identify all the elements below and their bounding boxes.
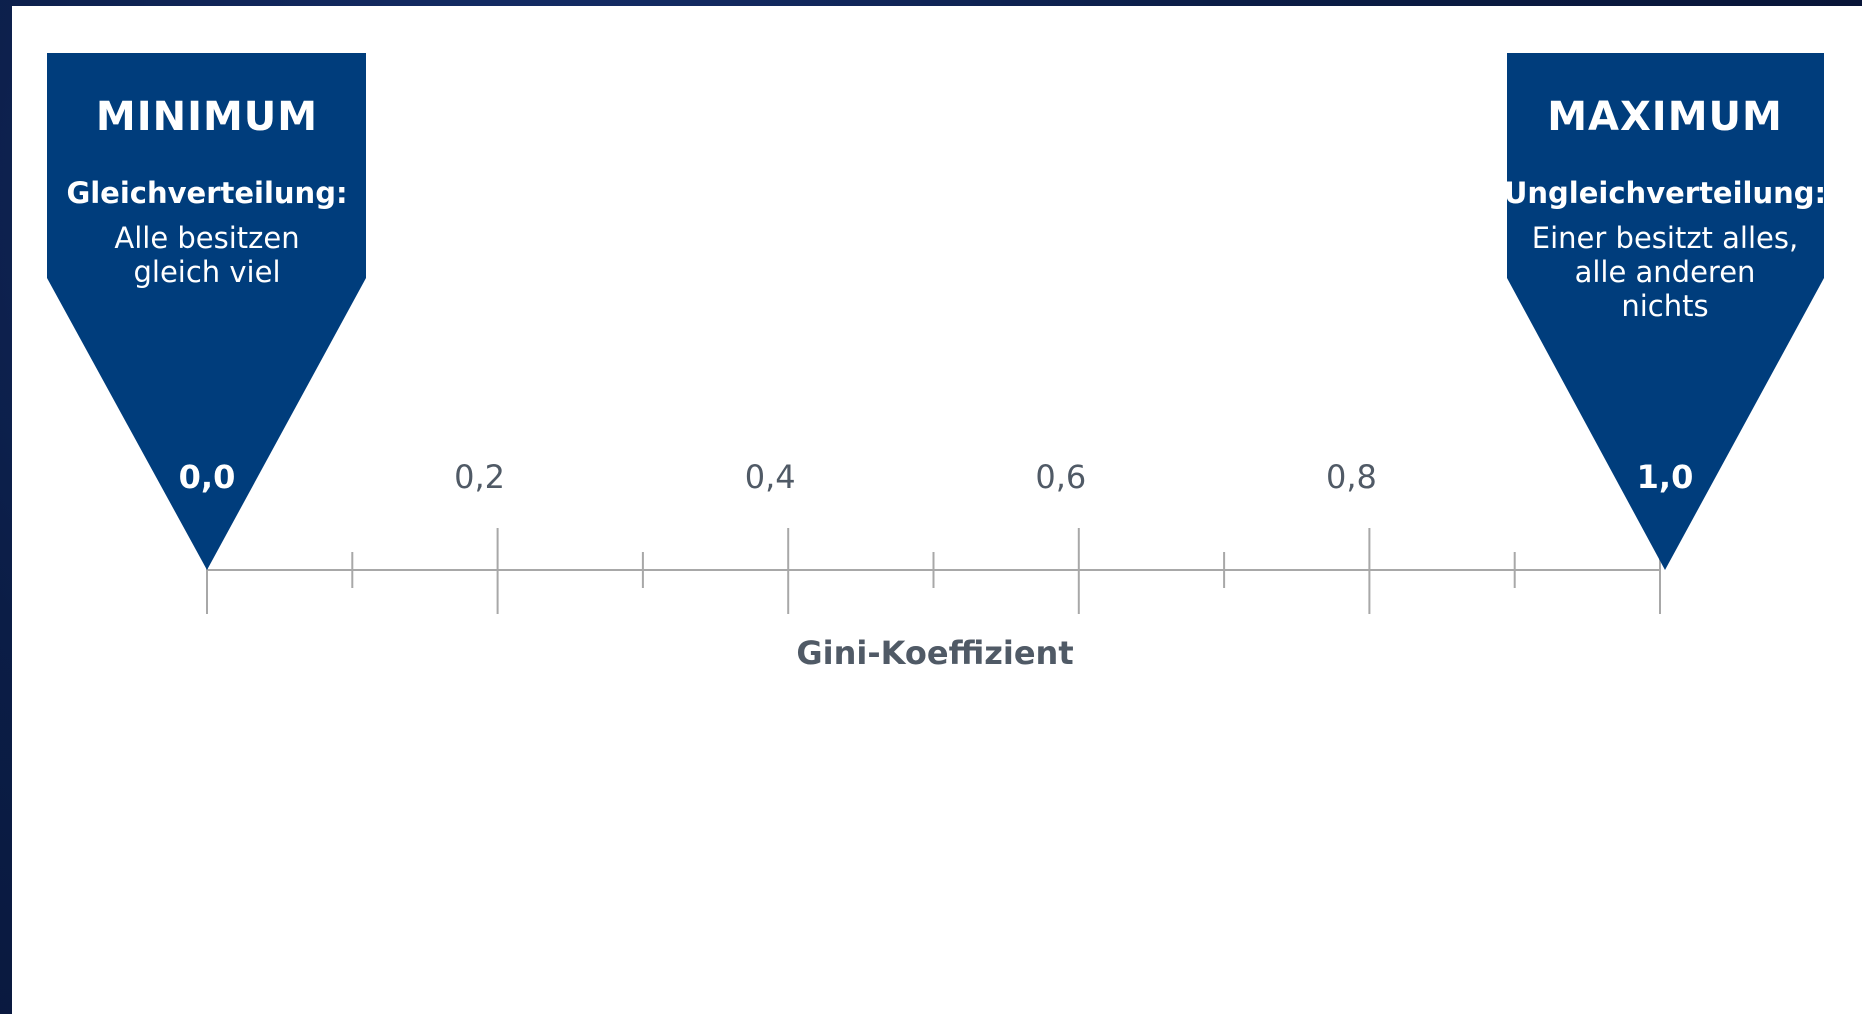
tick-label-0-8: 0,8 <box>1326 458 1377 496</box>
tick-label-0-4: 0,4 <box>745 458 796 496</box>
minimum-title: MINIMUM <box>96 94 318 140</box>
maximum-description-line-3: nichts <box>1621 289 1708 323</box>
maximum-title: MAXIMUM <box>1547 94 1783 140</box>
minimum-pin: MINIMUM Gleichverteilung: Alle besitzen … <box>47 53 366 570</box>
maximum-pin-shape <box>1507 53 1824 570</box>
axis-ticks <box>206 528 1661 614</box>
maximum-description-line-2: alle anderen <box>1575 255 1756 289</box>
minimum-subtitle: Gleichverteilung: <box>66 176 347 210</box>
minimum-pin-shape <box>47 53 366 570</box>
maximum-value: 1,0 <box>1637 458 1694 496</box>
maximum-description-line-1: Einer besitzt alles, <box>1532 221 1798 255</box>
maximum-subtitle: Ungleichverteilung: <box>1504 176 1826 210</box>
minimum-description-line-1: Alle besitzen <box>114 221 299 255</box>
tick-label-0-2: 0,2 <box>454 458 505 496</box>
minimum-value: 0,0 <box>179 458 236 496</box>
axis-title: Gini-Koeffizient <box>796 634 1073 672</box>
maximum-pin: MAXIMUM Ungleichverteilung: Einer besitz… <box>1504 53 1826 570</box>
minimum-description-line-2: gleich viel <box>133 255 280 289</box>
tick-label-0-6: 0,6 <box>1035 458 1086 496</box>
